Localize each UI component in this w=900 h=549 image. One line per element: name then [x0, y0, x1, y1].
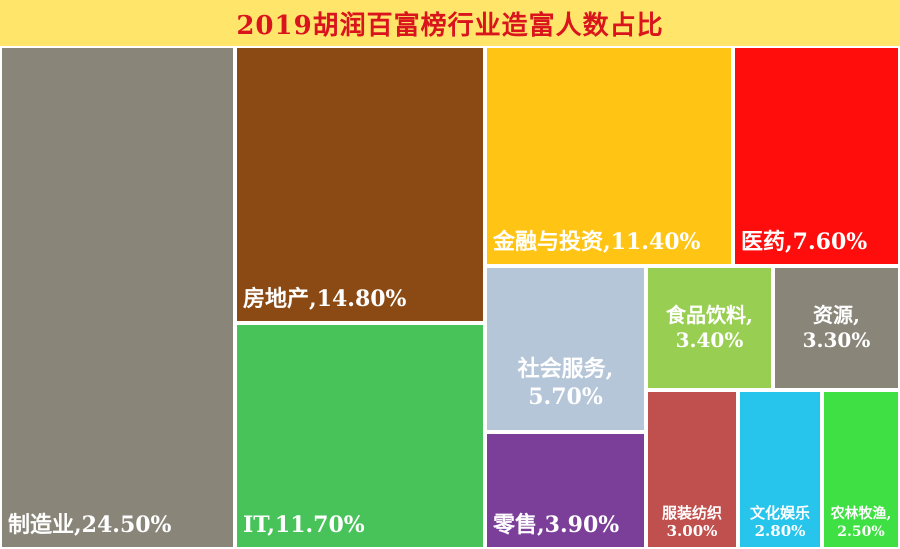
treemap-tile-4: 金融与投资,11.40% — [485, 46, 733, 266]
tile-label: 资源, 3.30% — [775, 303, 898, 353]
chart-title: 2019胡润百富榜行业造富人数占比 — [236, 10, 664, 41]
tile-category-name: 资源, — [813, 303, 860, 327]
tile-category-name: 制造业, — [8, 511, 82, 538]
tile-label: 房地产,14.80% — [243, 286, 406, 314]
tile-value-label: 5.70% — [528, 383, 603, 410]
treemap-tile-2: 房地产,14.80% — [235, 46, 485, 323]
treemap-tile-1: 制造业,24.50% — [0, 46, 235, 549]
tile-category-name: 食品饮料, — [666, 303, 753, 327]
tile-value-label: 3.00% — [666, 522, 718, 541]
treemap-tile-6: 社会服务, 5.70% — [485, 266, 646, 432]
tile-category-name: 房地产, — [243, 285, 317, 312]
tile-category-name: 服装纺织 — [661, 503, 722, 522]
tile-value-label: 2.50% — [837, 523, 885, 540]
tile-label: IT,11.70% — [243, 512, 365, 540]
tile-category-name: 社会服务, — [517, 356, 614, 382]
tile-label: 零售,3.90% — [493, 512, 619, 540]
tile-value-label: 24.50% — [81, 511, 172, 538]
tile-category-name: 农林牧渔, — [830, 506, 892, 522]
tile-label: 金融与投资,11.40% — [493, 229, 700, 257]
tile-label: 文化娱乐 2.80% — [740, 504, 820, 542]
tile-label: 医药,7.60% — [741, 229, 867, 257]
treemap-tile-3: IT,11.70% — [235, 323, 485, 549]
tile-value-label: 11.40% — [610, 228, 701, 255]
tile-value-label: 7.60% — [792, 228, 868, 255]
treemap-tile-9: 资源, 3.30% — [773, 266, 900, 390]
tile-value-label: 14.80% — [316, 285, 407, 312]
treemap-tile-11: 文化娱乐 2.80% — [738, 390, 822, 549]
chart-title-bar: 2019胡润百富榜行业造富人数占比 — [0, 0, 900, 46]
tile-value-label: 2.80% — [754, 522, 806, 541]
tile-value-label: 11.70% — [274, 511, 365, 538]
tile-category-name: 金融与投资, — [493, 228, 611, 255]
tile-category-name: 医药, — [741, 228, 793, 255]
treemap-tile-7: 零售,3.90% — [485, 432, 646, 549]
treemap-tile-8: 食品饮料, 3.40% — [646, 266, 773, 390]
treemap-tile-5: 医药,7.60% — [733, 46, 900, 266]
tile-category-name: IT, — [243, 511, 275, 538]
treemap-tile-12: 农林牧渔, 2.50% — [822, 390, 900, 549]
tile-category-name: 零售, — [493, 511, 545, 538]
tile-label: 社会服务, 5.70% — [487, 356, 644, 411]
tile-category-name: 文化娱乐 — [749, 503, 810, 522]
tile-label: 农林牧渔, 2.50% — [824, 506, 898, 541]
tile-label: 服装纺织 3.00% — [648, 504, 736, 542]
treemap-chart: 制造业,24.50% 房地产,14.80% IT,11.70% 金融与投资,11.40… — [0, 46, 900, 549]
tile-value-label: 3.30% — [802, 328, 871, 352]
tile-label: 制造业,24.50% — [8, 512, 171, 540]
tile-label: 食品饮料, 3.40% — [648, 303, 771, 353]
tile-value-label: 3.40% — [675, 328, 744, 352]
treemap-tile-10: 服装纺织 3.00% — [646, 390, 738, 549]
tile-value-label: 3.90% — [544, 511, 620, 538]
